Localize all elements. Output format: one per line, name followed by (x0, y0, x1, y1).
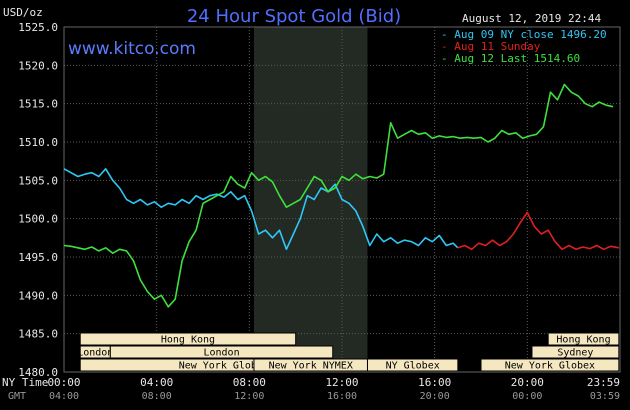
session-bar: Hong Kong (547, 332, 620, 346)
x-tick-label-gmt: 04:00 (49, 391, 79, 402)
session-bar: New York NYMEX (253, 358, 368, 372)
session-label: New York Globex (505, 361, 595, 372)
chart-title: 24 Hour Spot Gold (Bid) (187, 6, 401, 27)
plot-frame (63, 26, 621, 373)
series-lines (63, 83, 619, 308)
session-bar-fill (109, 345, 334, 359)
session-bar-fill (366, 358, 459, 372)
y-tick-label: 1480.0 (18, 366, 58, 379)
session-bar: NY Globex (366, 358, 459, 372)
session-label: NY Globex (386, 361, 440, 372)
series-line (63, 168, 459, 251)
x-tick-label-ny: 12:00 (325, 376, 358, 389)
session-label: New York Globex (179, 361, 269, 372)
unit-label: USD/oz (3, 6, 43, 19)
nytime-axis-label: NY Time (2, 376, 48, 389)
session-label: Hong Kong (556, 335, 610, 346)
series-line (457, 211, 619, 251)
y-tick-label: 1500.0 (18, 213, 58, 226)
y-axis-ticks: 1480.0 1485.0 1490.0 1495.0 1500.0 1505.0 1510… (18, 21, 58, 379)
session-bar: New York Globex (480, 358, 620, 372)
series-line (63, 83, 614, 308)
x-tick-label-gmt: 03:59 (590, 391, 620, 402)
x-tick-label-gmt: 00:00 (512, 391, 542, 402)
timestamp: August 12, 2019 22:44 (462, 12, 601, 25)
session-label: London (77, 348, 113, 359)
x-tick-label-gmt: 16:00 (327, 391, 357, 402)
y-tick-label: 1520.0 (18, 59, 58, 72)
x-tick-label-ny: 16:00 (418, 376, 451, 389)
x-tick-label-gmt: 08:00 (142, 391, 172, 402)
x-tick-label-gmt: 12:00 (234, 391, 264, 402)
session-bar-fill (79, 332, 297, 346)
session-bar: Sydney (531, 345, 620, 359)
x-tick-label-ny: 23:59 (587, 376, 620, 389)
session-bar: London (77, 345, 113, 359)
x-tick-label-gmt: 20:00 (420, 391, 450, 402)
legend-item-aug11: - Aug 11 Sunday (441, 40, 541, 53)
session-bar-fill (531, 345, 620, 359)
session-bar: Hong Kong (79, 332, 297, 346)
site-watermark: www.kitco.com (68, 39, 196, 59)
legend: - Aug 09 NY close 1496.20 - Aug 11 Sunda… (441, 28, 607, 65)
y-tick-label: 1505.0 (18, 174, 58, 187)
session-bar-fill (547, 332, 620, 346)
session-bar: London (109, 345, 334, 359)
gmt-axis-label: GMT (8, 391, 26, 402)
x-tick-label-ny: 00:00 (47, 376, 80, 389)
legend-item-aug09: - Aug 09 NY close 1496.20 (441, 28, 607, 41)
grid-lines (63, 26, 621, 373)
y-tick-label: 1525.0 (18, 21, 58, 34)
y-tick-label: 1495.0 (18, 251, 58, 264)
y-tick-label: 1490.0 (18, 289, 58, 302)
y-tick-label: 1515.0 (18, 98, 58, 111)
nymex-session-band (253, 27, 368, 372)
session-label: Hong Kong (161, 335, 215, 346)
y-tick-label: 1485.0 (18, 328, 58, 341)
legend-item-aug12: - Aug 12 Last 1514.60 (441, 52, 580, 65)
y-tick-label: 1510.0 (18, 136, 58, 149)
x-axis-ticks: 00:00 04:00 08:00 12:00 16:00 20:00 23:59 04:00… (47, 376, 620, 402)
x-tick-label-ny: 04:00 (140, 376, 173, 389)
x-tick-label-ny: 08:00 (233, 376, 266, 389)
session-bar-fill (480, 358, 620, 372)
session-label: Sydney (557, 348, 593, 359)
session-label: New York NYMEX (269, 361, 353, 372)
x-tick-label-ny: 20:00 (511, 376, 544, 389)
session-label: London (203, 348, 239, 359)
